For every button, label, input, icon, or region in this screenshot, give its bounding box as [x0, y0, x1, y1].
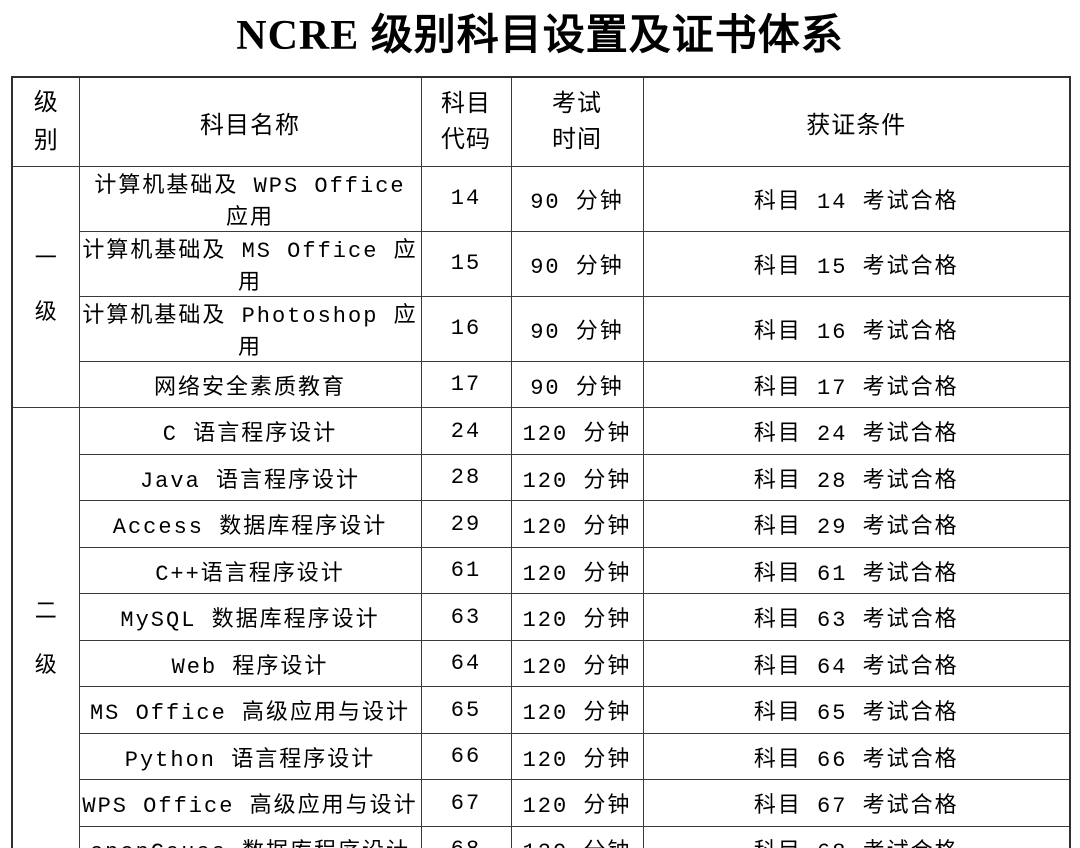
- code-cell: 61: [420, 546, 512, 595]
- header-subject: 科目名称: [78, 76, 422, 167]
- level-1-cell: 一级: [11, 165, 80, 409]
- table-row: openGauss 数据库程序设计 68 120 分钟 科目 68 考试合格: [12, 825, 1071, 848]
- header-time-label: 考试时间: [551, 90, 602, 154]
- ncre-subject-table: 级别 科目名称 科目代码 考试时间 获证条件 一级 计算机基础及 WPS Off…: [11, 76, 1071, 848]
- table-row: C++语言程序设计 61 120 分钟 科目 61 考试合格: [12, 546, 1071, 595]
- condition-cell: 科目 15 考试合格: [642, 230, 1071, 297]
- code-cell: 28: [420, 453, 512, 502]
- subject-cell: C++语言程序设计: [78, 546, 422, 595]
- code-cell: 64: [420, 639, 512, 688]
- condition-cell: 科目 67 考试合格: [642, 779, 1071, 827]
- table-header: 级别 科目名称 科目代码 考试时间 获证条件: [11, 76, 1071, 167]
- level-1-label: 一级: [34, 247, 57, 327]
- condition-cell: 科目 64 考试合格: [642, 639, 1071, 688]
- subject-cell: 计算机基础及 MS Office 应用: [78, 230, 422, 297]
- header-level: 级别: [11, 76, 80, 167]
- condition-cell: 科目 68 考试合格: [642, 825, 1071, 848]
- time-cell: 120 分钟: [510, 593, 644, 641]
- code-cell: 24: [420, 407, 512, 455]
- code-cell: 67: [420, 779, 512, 827]
- code-cell: 29: [420, 500, 512, 548]
- header-row: 级别 科目名称 科目代码 考试时间 获证条件: [11, 76, 1071, 167]
- table-row: Web 程序设计 64 120 分钟 科目 64 考试合格: [12, 639, 1071, 688]
- header-subject-label: 科目名称: [200, 111, 300, 139]
- subject-cell: WPS Office 高级应用与设计: [78, 779, 422, 827]
- time-cell: 90 分钟: [510, 230, 644, 297]
- table-row: 计算机基础及 MS Office 应用 15 90 分钟 科目 15 考试合格: [12, 230, 1071, 297]
- time-cell: 120 分钟: [510, 453, 644, 502]
- subject-cell: Access 数据库程序设计: [78, 500, 422, 548]
- subject-cell: openGauss 数据库程序设计: [78, 825, 422, 848]
- subject-cell: MySQL 数据库程序设计: [78, 593, 422, 641]
- code-cell: 14: [420, 165, 512, 232]
- table-row: 一级 计算机基础及 WPS Office 应用 14 90 分钟 科目 14 考…: [11, 165, 1071, 409]
- time-cell: 120 分钟: [510, 686, 644, 734]
- table-body: 一级 计算机基础及 WPS Office 应用 14 90 分钟 科目 14 考…: [11, 165, 1071, 848]
- level-2-label: 二级: [34, 600, 57, 680]
- code-cell: 63: [420, 593, 512, 641]
- page-title: NCRE 级别科目设置及证书体系: [236, 13, 844, 59]
- subject-cell: Python 语言程序设计: [78, 732, 422, 781]
- subject-cell: MS Office 高级应用与设计: [78, 686, 422, 734]
- condition-cell: 科目 61 考试合格: [642, 546, 1071, 595]
- time-cell: 120 分钟: [510, 779, 644, 827]
- time-cell: 120 分钟: [510, 825, 644, 848]
- condition-cell: 科目 28 考试合格: [642, 453, 1071, 502]
- code-cell: 68: [420, 825, 512, 848]
- header-time: 考试时间: [510, 76, 644, 167]
- time-cell: 90 分钟: [510, 165, 644, 232]
- code-cell: 15: [420, 230, 512, 297]
- code-cell: 17: [420, 360, 512, 409]
- table-row: MS Office 高级应用与设计 65 120 分钟 科目 65 考试合格: [12, 686, 1071, 734]
- header-condition-label: 获证条件: [806, 111, 907, 139]
- condition-cell: 科目 29 考试合格: [642, 500, 1071, 548]
- condition-cell: 科目 24 考试合格: [642, 407, 1071, 455]
- subject-cell: 计算机基础及 Photoshop 应用: [78, 295, 422, 362]
- subject-cell: Web 程序设计: [78, 639, 422, 688]
- code-cell: 16: [420, 295, 512, 362]
- condition-cell: 科目 65 考试合格: [642, 686, 1071, 734]
- code-cell: 66: [420, 732, 512, 781]
- time-cell: 120 分钟: [510, 500, 644, 548]
- table-row: Java 语言程序设计 28 120 分钟 科目 28 考试合格: [12, 453, 1071, 502]
- condition-cell: 科目 16 考试合格: [642, 295, 1071, 362]
- time-cell: 120 分钟: [510, 546, 644, 595]
- time-cell: 90 分钟: [510, 360, 644, 409]
- table-row: 网络安全素质教育 17 90 分钟 科目 17 考试合格: [12, 360, 1071, 409]
- subject-cell: 网络安全素质教育: [78, 360, 422, 409]
- condition-cell: 科目 17 考试合格: [642, 360, 1071, 409]
- table-row: 二级 C 语言程序设计 24 120 分钟 科目 24 考试合格: [11, 407, 1071, 848]
- time-cell: 120 分钟: [510, 407, 644, 455]
- table-row: 计算机基础及 Photoshop 应用 16 90 分钟 科目 16 考试合格: [12, 295, 1071, 362]
- subject-cell: C 语言程序设计: [78, 407, 422, 455]
- header-code: 科目代码: [420, 76, 512, 167]
- condition-cell: 科目 14 考试合格: [642, 165, 1071, 232]
- table-row: MySQL 数据库程序设计 63 120 分钟 科目 63 考试合格: [12, 593, 1071, 641]
- header-level-label: 级别: [33, 88, 58, 155]
- table-row: Python 语言程序设计 66 120 分钟 科目 66 考试合格: [12, 732, 1071, 781]
- time-cell: 120 分钟: [510, 732, 644, 781]
- header-code-label: 科目代码: [440, 90, 491, 154]
- header-condition: 获证条件: [642, 76, 1071, 167]
- table-row: Access 数据库程序设计 29 120 分钟 科目 29 考试合格: [12, 500, 1071, 548]
- condition-cell: 科目 66 考试合格: [642, 732, 1071, 781]
- time-cell: 90 分钟: [510, 295, 644, 362]
- subject-cell: 计算机基础及 WPS Office 应用: [78, 165, 422, 232]
- code-cell: 65: [420, 686, 512, 734]
- subject-cell: Java 语言程序设计: [78, 453, 422, 502]
- level-2-cell: 二级: [11, 407, 80, 848]
- table-row: WPS Office 高级应用与设计 67 120 分钟 科目 67 考试合格: [12, 779, 1071, 827]
- time-cell: 120 分钟: [510, 639, 644, 688]
- condition-cell: 科目 63 考试合格: [642, 593, 1071, 641]
